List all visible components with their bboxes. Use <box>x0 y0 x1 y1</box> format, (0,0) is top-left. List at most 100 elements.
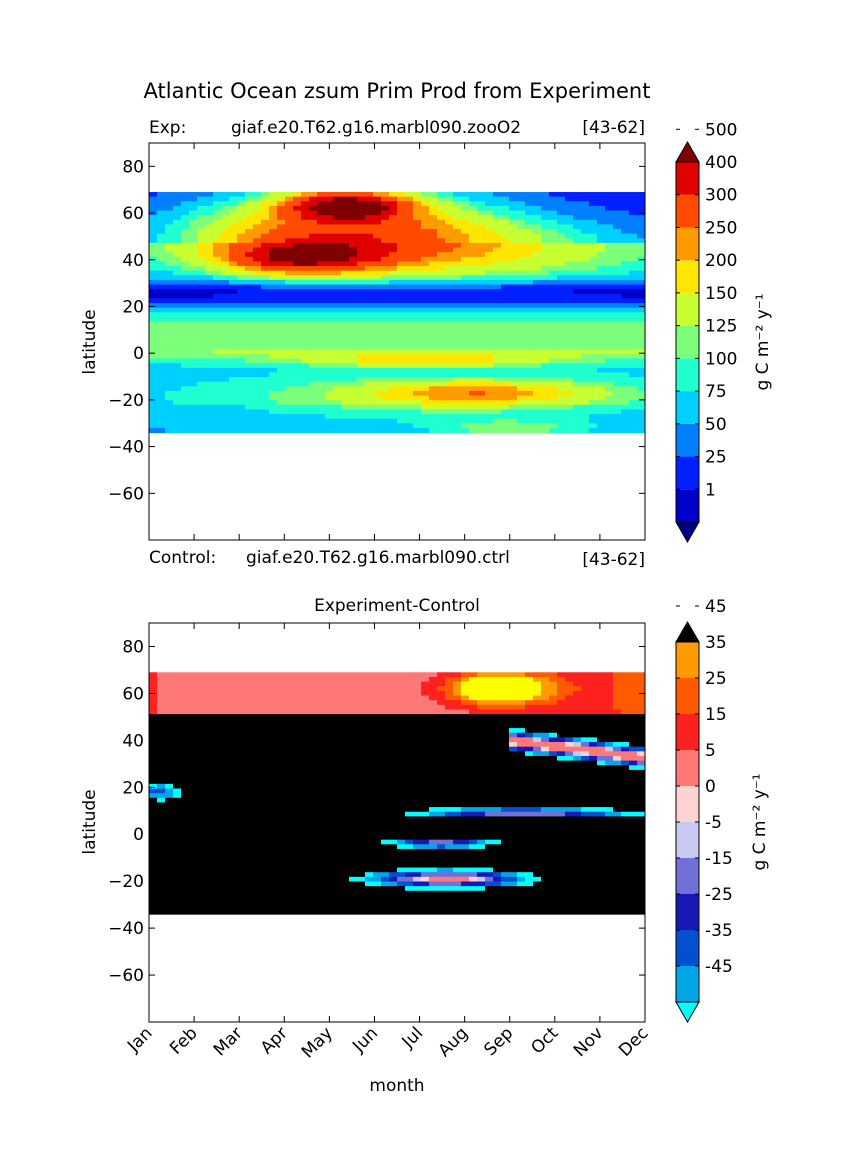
field-cell <box>301 293 310 300</box>
field-cell <box>469 769 478 776</box>
field-cell <box>197 774 206 780</box>
field-cell <box>493 676 502 683</box>
field-cell <box>349 737 358 743</box>
field-cell <box>629 700 638 706</box>
field-cell <box>317 737 326 743</box>
field-cell <box>357 247 366 253</box>
field-cell <box>621 404 630 411</box>
field-cell <box>389 242 398 249</box>
field-cell <box>253 372 262 378</box>
field-cell <box>237 372 246 378</box>
field-cell <box>333 686 342 692</box>
field-cell <box>205 427 214 434</box>
field-cell <box>621 695 630 701</box>
field-cell <box>173 700 182 706</box>
field-cell <box>605 788 614 794</box>
field-cell <box>405 695 414 701</box>
field-cell <box>493 774 502 780</box>
field-cell <box>621 349 630 355</box>
field-cell <box>597 275 606 281</box>
field-cell <box>197 728 206 734</box>
field-cell <box>581 418 590 424</box>
field-cell <box>501 718 510 725</box>
field-cell <box>485 293 494 300</box>
field-cell <box>157 676 166 683</box>
field-cell <box>517 252 526 258</box>
field-cell <box>253 340 262 346</box>
field-cell <box>429 275 438 281</box>
field-cell <box>189 233 198 239</box>
field-cell <box>381 409 390 415</box>
field-cell <box>173 742 182 748</box>
field-cell <box>389 312 398 318</box>
field-cell <box>317 303 326 309</box>
field-cell <box>269 769 278 776</box>
field-cell <box>293 201 302 207</box>
field-cell <box>461 723 470 729</box>
colorbar-tick-label: 100 <box>705 349 737 369</box>
field-cell <box>357 238 366 244</box>
field-cell <box>445 298 454 304</box>
field-cell <box>405 256 414 263</box>
field-cell <box>389 377 398 383</box>
field-cell <box>629 395 638 401</box>
field-cell <box>541 395 550 401</box>
field-cell <box>485 270 494 276</box>
field-cell <box>621 201 630 207</box>
field-cell <box>565 363 574 369</box>
field-cell <box>517 215 526 221</box>
field-cell <box>589 298 598 304</box>
field-cell <box>469 303 478 309</box>
field-cell <box>501 330 510 337</box>
field-cell <box>461 307 470 313</box>
field-cell <box>229 344 238 350</box>
field-cell <box>277 676 286 683</box>
field-cell <box>349 676 358 683</box>
field-cell <box>285 298 294 304</box>
field-cell <box>525 335 534 341</box>
field-cell <box>293 700 302 706</box>
field-cell <box>261 760 270 766</box>
field-cell <box>309 335 318 341</box>
field-cell <box>269 427 278 434</box>
field-cell <box>541 700 550 706</box>
field-cell <box>597 427 606 434</box>
field-cell <box>197 358 206 364</box>
field-cell <box>469 316 478 323</box>
field-cell <box>397 303 406 309</box>
field-cell <box>269 400 278 406</box>
field-cell <box>261 746 270 752</box>
field-cell <box>405 681 414 687</box>
field-cell <box>485 742 494 748</box>
field-cell <box>301 340 310 346</box>
field-cell <box>357 704 366 711</box>
field-cell <box>517 686 526 692</box>
field-cell <box>149 266 158 272</box>
field-cell <box>181 349 190 355</box>
field-cell <box>269 261 278 267</box>
field-cell <box>613 307 622 313</box>
field-cell <box>269 774 278 780</box>
field-cell <box>333 742 342 748</box>
field-cell <box>149 427 158 434</box>
field-cell <box>221 303 230 309</box>
field-cell <box>229 381 238 387</box>
field-cell <box>533 783 542 790</box>
field-cell <box>389 714 398 720</box>
field-cell <box>229 303 238 309</box>
field-cell <box>557 718 566 725</box>
field-cell <box>517 427 526 434</box>
field-cell <box>333 326 342 332</box>
field-cell <box>573 690 582 697</box>
field-cell <box>389 395 398 401</box>
field-cell <box>365 765 374 771</box>
field-cell <box>261 344 270 350</box>
field-cell <box>245 344 254 350</box>
field-cell <box>501 676 510 683</box>
field-cell <box>253 774 262 780</box>
field-cell <box>397 695 406 701</box>
field-cell <box>453 349 462 355</box>
field-cell <box>533 247 542 253</box>
field-cell <box>181 751 190 757</box>
ctrl-years: [43-62] <box>582 550 645 570</box>
